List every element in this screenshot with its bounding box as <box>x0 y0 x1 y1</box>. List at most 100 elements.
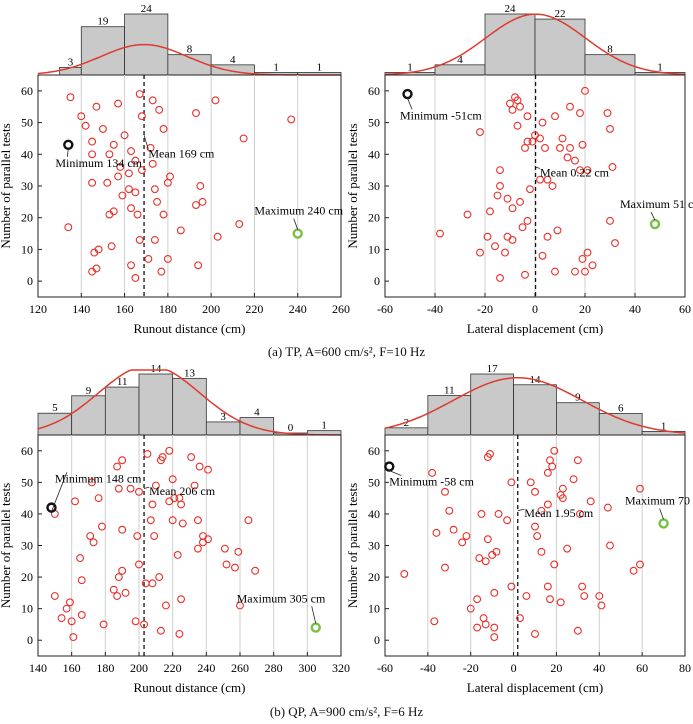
x-tick-label: 200 <box>130 661 148 675</box>
data-point <box>522 592 531 600</box>
minimum-leader <box>51 472 68 512</box>
data-point <box>109 140 118 149</box>
maximum-label: Maximum 51 cm <box>620 197 693 211</box>
y-tick-label: 60 <box>21 84 33 98</box>
data-point <box>76 554 85 563</box>
data-point <box>118 456 127 465</box>
x-tick-label: 220 <box>164 661 182 675</box>
data-point <box>494 509 503 518</box>
histogram-count-label: 8 <box>607 44 613 56</box>
x-tick-label: 280 <box>265 661 283 675</box>
minimum-label: Minimum -58 cm <box>389 475 474 489</box>
data-point <box>150 185 159 194</box>
maximum-marker <box>649 218 661 230</box>
y-tick-label: 10 <box>21 242 33 256</box>
data-point <box>503 516 512 525</box>
data-point <box>563 544 572 553</box>
data-point <box>516 614 524 623</box>
data-point <box>483 232 492 241</box>
points-tp_runout <box>64 90 296 282</box>
histogram-count-label: 5 <box>52 402 58 414</box>
data-point <box>105 150 114 159</box>
data-point <box>400 569 409 578</box>
data-point <box>473 595 482 604</box>
data-point <box>137 112 146 121</box>
histogram-qp_runout: 5 9 11 14 13 3 4 0 1 <box>37 363 342 436</box>
data-point <box>236 601 244 610</box>
mean-leader <box>517 508 525 512</box>
minimum-label: Minimum -51cm <box>400 108 482 122</box>
data-point <box>195 462 204 471</box>
data-point <box>430 617 439 626</box>
data-point <box>287 115 296 124</box>
data-point <box>143 449 152 458</box>
maximum-leader <box>311 606 317 624</box>
data-point <box>204 465 212 474</box>
data-point <box>198 197 207 206</box>
data-point <box>551 267 559 276</box>
x-tick-label: 140 <box>72 302 90 316</box>
data-point <box>127 261 136 270</box>
data-point <box>81 121 90 130</box>
normal-fit-curve <box>384 13 686 76</box>
histogram-count-label: 9 <box>86 385 92 397</box>
data-point <box>531 487 539 496</box>
data-point <box>103 178 112 187</box>
data-point <box>541 143 549 152</box>
data-point <box>113 592 122 600</box>
x-tick-label: 240 <box>197 661 215 675</box>
x-tick-label: 0 <box>532 302 538 316</box>
histogram-count-label: 13 <box>184 367 196 379</box>
data-point <box>69 633 78 642</box>
data-point <box>67 617 76 626</box>
x-axis-label: Runout distance (cm) <box>134 680 246 695</box>
data-point <box>153 197 161 206</box>
histogram-count-label: 1 <box>321 420 327 432</box>
x-tick-label: -40 <box>420 661 436 675</box>
data-point <box>543 468 552 477</box>
data-point <box>538 251 547 260</box>
data-point <box>168 475 177 484</box>
y-tick-label: 30 <box>21 539 33 553</box>
plot-frame <box>37 74 342 298</box>
grid-tp_runout: 120 140 160 180 200 220 240 260 0 10 20 30 40 50 60 <box>21 75 350 316</box>
grid-qp_runout: 140 160 180 200 220 240 260 280 300 320 0 10 20 30 40 5… <box>21 435 350 675</box>
y-tick-label: 30 <box>368 179 380 193</box>
x-tick-label: 200 <box>202 302 220 316</box>
data-point <box>569 475 578 484</box>
histogram-bar <box>513 384 557 436</box>
data-point <box>176 226 185 235</box>
histogram-count-label: 22 <box>555 8 566 20</box>
data-point <box>151 481 160 490</box>
data-point <box>66 598 74 607</box>
data-point <box>150 532 159 540</box>
data-point <box>507 582 516 591</box>
data-point <box>118 191 127 200</box>
histogram-count-label: 1 <box>661 420 667 432</box>
data-point <box>144 254 153 263</box>
histogram-count-label: 1 <box>657 61 663 73</box>
histogram-count-label: 14 <box>150 363 162 375</box>
data-point <box>513 121 522 130</box>
data-point <box>161 601 170 610</box>
data-point <box>551 112 559 121</box>
data-point <box>490 588 499 597</box>
histogram-count-label: 24 <box>505 3 517 15</box>
data-point <box>496 182 504 190</box>
data-point <box>588 261 597 270</box>
data-point <box>477 509 486 518</box>
x-tick-label: 160 <box>116 302 134 316</box>
x-tick-label: -40 <box>427 302 443 316</box>
data-point <box>521 143 529 152</box>
data-point <box>636 560 644 569</box>
histogram-bar <box>172 377 207 436</box>
data-point <box>239 134 248 143</box>
data-point <box>168 516 177 525</box>
data-point <box>118 525 127 534</box>
data-point <box>62 604 71 613</box>
histogram-bar <box>584 54 636 76</box>
data-point <box>629 566 638 575</box>
data-point <box>611 239 619 248</box>
x-tick-label: -20 <box>477 302 493 316</box>
